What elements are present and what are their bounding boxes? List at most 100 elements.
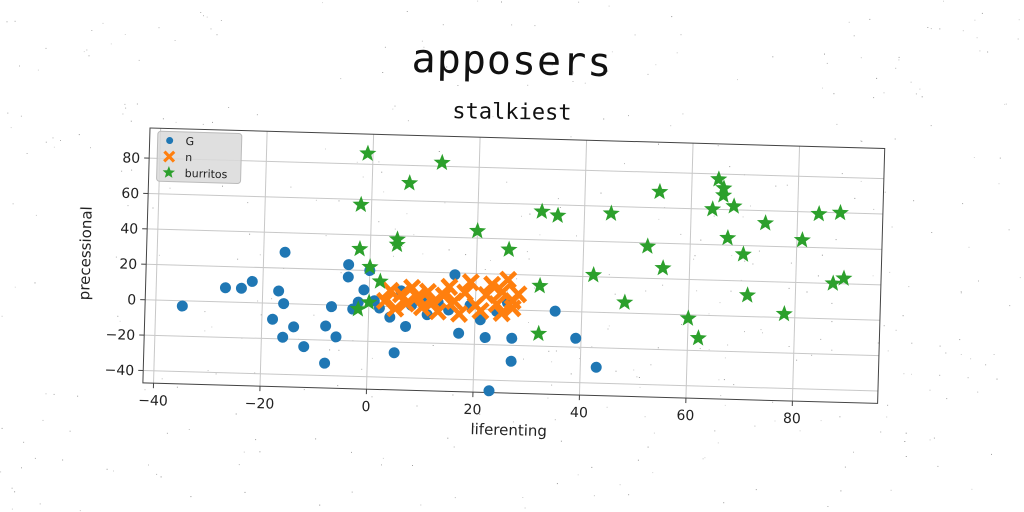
series-n-points: [375, 270, 528, 323]
noise-dot: [526, 251, 528, 253]
noise-dot: [340, 272, 342, 274]
noise-dot: [973, 157, 975, 158]
noise-dot: [322, 2, 323, 4]
noise-dot: [655, 64, 657, 66]
noise-dot: [422, 253, 424, 255]
noise-dot: [931, 232, 933, 233]
noise-dot: [138, 59, 140, 61]
noise-dot: [222, 185, 223, 187]
noise-dot: [34, 457, 36, 459]
noise-dot: [911, 373, 912, 375]
data-point-burritos: [679, 309, 697, 326]
noise-dot: [152, 207, 154, 209]
noise-dot: [14, 491, 16, 493]
data-point-G: [267, 313, 279, 325]
data-point-burritos: [500, 240, 518, 258]
noise-dot: [723, 379, 725, 381]
noise-dot: [628, 494, 630, 496]
noise-dot: [315, 199, 317, 201]
noise-dot: [406, 213, 408, 215]
noise-dot: [744, 260, 746, 262]
noise-dot: [551, 384, 553, 386]
data-point-burritos: [810, 205, 828, 222]
noise-dot: [247, 202, 249, 204]
x-tick-label: −40: [138, 393, 168, 410]
noise-dot: [788, 287, 790, 289]
noise-dot: [12, 203, 14, 205]
noise-dot: [638, 377, 640, 378]
scatter-plot: −40 −20 0 20 40 60 80 −40 −20 0 20 40 60 80 liferenti…: [75, 127, 886, 440]
noise-dot: [993, 354, 995, 355]
noise-dot: [551, 64, 553, 66]
noise-dot: [381, 464, 382, 466]
noise-dot: [45, 393, 47, 395]
noise-dot: [717, 442, 719, 444]
data-point-burritos: [530, 324, 548, 342]
noise-dot: [887, 350, 889, 352]
data-point-n: [391, 285, 411, 304]
grid-line-y: [144, 334, 879, 357]
noise-dot: [615, 370, 617, 372]
noise-dot: [921, 96, 923, 98]
noise-dot: [34, 282, 36, 284]
noise-dot: [572, 72, 574, 74]
noise-dot: [752, 263, 754, 265]
noise-dot: [338, 200, 340, 202]
noise-dot: [446, 66, 448, 68]
noise-dot: [937, 465, 939, 467]
noise-dot: [444, 202, 446, 204]
noise-dot: [79, 510, 81, 512]
noise-dot: [694, 255, 696, 257]
noise-dot: [827, 506, 829, 507]
noise-dot: [45, 47, 47, 49]
noise-dot: [727, 344, 729, 346]
data-point-n: [482, 275, 502, 294]
data-point-burritos: [360, 293, 378, 310]
noise-dot: [559, 207, 561, 208]
noise-dot: [20, 115, 22, 117]
noise-dot: [608, 5, 610, 7]
noise-dot: [361, 368, 363, 370]
noise-dot: [724, 404, 726, 406]
noise-dot: [78, 134, 80, 136]
noise-dot: [406, 11, 408, 12]
noise-dot: [970, 358, 972, 360]
noise-dot: [822, 87, 823, 89]
noise-dot: [826, 62, 828, 64]
noise-dot: [453, 446, 455, 448]
data-point-burritos: [351, 240, 369, 257]
noise-dot: [130, 120, 132, 122]
noise-dot: [35, 214, 37, 216]
legend-marker-n: [163, 150, 176, 163]
noise-dot: [913, 200, 915, 202]
data-point-G: [449, 269, 461, 281]
noise-dot: [102, 22, 104, 24]
noise-dot: [933, 437, 935, 439]
noise-dot: [1008, 229, 1010, 231]
noise-dot: [708, 313, 710, 315]
grid-line-x: [259, 131, 268, 387]
noise-dot: [10, 127, 12, 129]
noise-dot: [606, 406, 608, 408]
noise-dot: [717, 145, 719, 147]
noise-dot: [811, 354, 813, 356]
noise-dot: [658, 218, 660, 220]
data-point-G: [388, 347, 400, 359]
noise-dot: [351, 451, 352, 453]
data-point-burritos: [639, 237, 657, 254]
data-point-burritos: [835, 269, 853, 286]
data-point-burritos: [715, 186, 733, 203]
noise-dot: [382, 72, 384, 73]
noise-dot: [86, 49, 88, 51]
noise-dot: [421, 40, 423, 42]
noise-dot: [841, 173, 843, 175]
noise-dot: [11, 508, 13, 510]
noise-dot: [136, 103, 138, 105]
y-tick-label: 60: [121, 186, 139, 202]
data-point-n: [461, 273, 480, 292]
noise-dot: [45, 141, 47, 143]
grid-line-x: [578, 140, 588, 396]
noise-dot: [796, 359, 798, 361]
noise-dot: [220, 20, 222, 21]
noise-dot: [254, 372, 256, 374]
